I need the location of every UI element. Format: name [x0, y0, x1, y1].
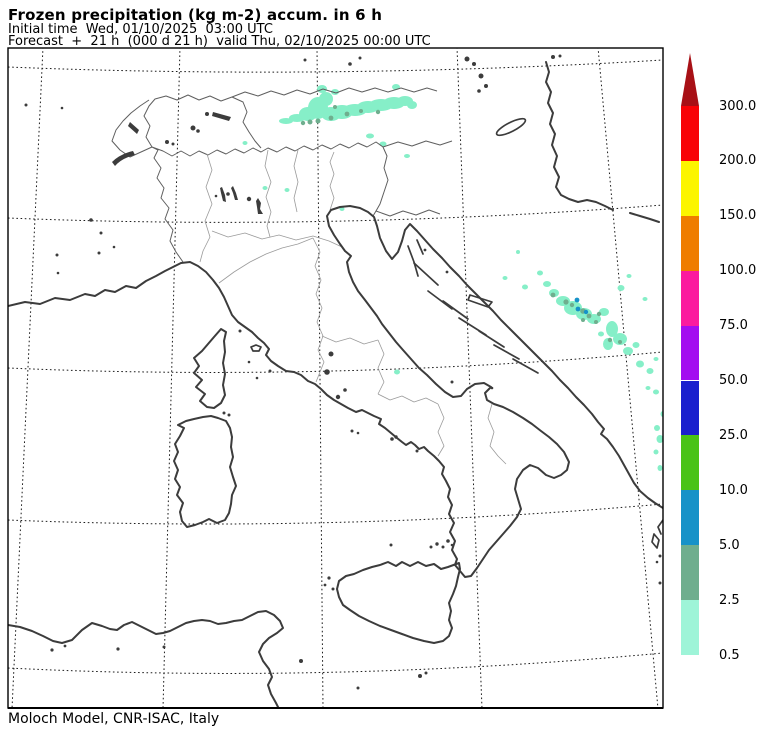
- forecast-valid-line: Forecast + 21 h (000 d 21 h) valid Thu, …: [8, 34, 431, 49]
- precip-mid-patches: [300, 105, 622, 344]
- coastlines: [8, 61, 663, 709]
- page-title: Frozen precipitation (kg m-2) accum. in …: [8, 6, 383, 24]
- region-borders: [199, 149, 507, 465]
- precip-light-patches: [242, 84, 663, 471]
- model-credit: Moloch Model, CNR-ISAC, Italy: [8, 711, 220, 727]
- precip-heavy-patches: [574, 297, 589, 315]
- graticule-grid: [8, 48, 663, 709]
- initial-time-line: Initial time Wed, 01/10/2025 03:00 UTC: [8, 22, 273, 37]
- national-borders: [111, 87, 453, 263]
- lakes-and-islets: [24, 54, 662, 690]
